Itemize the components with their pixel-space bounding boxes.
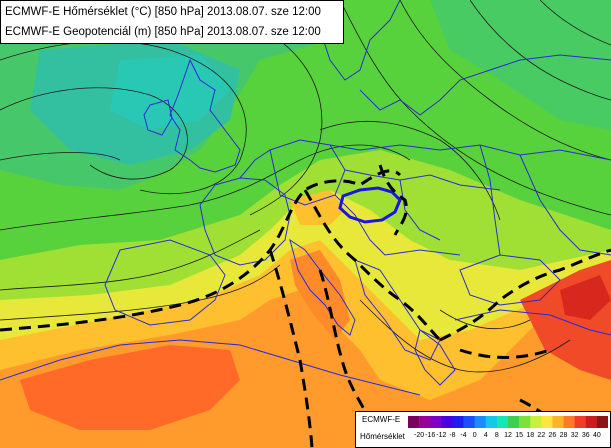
legend-color-swatch xyxy=(552,416,564,428)
legend-color-swatch xyxy=(419,416,431,428)
legend-tick-label: 26 xyxy=(548,432,557,439)
isotherm-line xyxy=(439,248,611,342)
legend-tick-label: -16 xyxy=(425,432,436,439)
border-line xyxy=(439,54,611,101)
isotherm-line xyxy=(303,189,442,342)
contour-line xyxy=(439,309,531,330)
legend-tick-label: 15 xyxy=(515,432,524,439)
legend-color-bar xyxy=(408,416,608,428)
legend-color-swatch xyxy=(452,416,464,428)
legend-tick-label: 32 xyxy=(570,432,579,439)
legend-tick-label: 36 xyxy=(581,432,590,439)
temperature-warm-alps xyxy=(290,190,345,225)
coastline-iberia xyxy=(104,239,226,326)
legend-tick-label: 12 xyxy=(504,432,512,439)
legend-tick-label: 22 xyxy=(537,432,546,439)
border-line xyxy=(344,169,501,191)
contour-line xyxy=(339,0,611,216)
contour-line xyxy=(359,299,571,373)
contour-line xyxy=(469,0,611,101)
border-line xyxy=(239,149,271,179)
contour-line xyxy=(539,0,611,46)
title-box: ECMWF-E Hőmérséklet (°C) [850 hPa] 2013.… xyxy=(0,0,344,44)
legend-tick-label: -12 xyxy=(436,432,447,439)
isotherm-line xyxy=(378,164,408,236)
legend-color-swatch xyxy=(474,416,487,428)
contour-line xyxy=(319,120,501,221)
geopotential-contours xyxy=(0,0,611,373)
border-line xyxy=(519,154,611,256)
legend-tick-label: -4 xyxy=(460,432,467,439)
coastline-italy xyxy=(289,238,356,336)
legend-tick-label: 0 xyxy=(472,432,477,439)
legend-color-swatch xyxy=(563,416,575,428)
coastline-black-sea xyxy=(459,254,561,306)
coastline-turkey xyxy=(454,309,611,336)
isotherm-line xyxy=(0,169,402,332)
title-temperature: ECMWF-E Hőmérséklet (°C) [850 hPa] 2013.… xyxy=(5,6,321,18)
legend-color-swatch xyxy=(585,416,598,428)
legend-color-swatch xyxy=(530,416,542,428)
border-line xyxy=(334,194,461,256)
coastline-north-africa xyxy=(0,339,421,396)
coastline-baltic xyxy=(359,89,441,116)
coastline-germany xyxy=(269,139,346,206)
border-line xyxy=(329,144,611,161)
highlighted-country-hungary xyxy=(338,186,402,224)
legend-color-swatch xyxy=(508,416,520,428)
legend-color-swatch xyxy=(519,416,531,428)
title-geopotential: ECMWF-E Geopotenciál (m) [850 hPa] 2013.… xyxy=(5,26,321,38)
contour-line xyxy=(0,229,261,291)
coastline-balkans xyxy=(354,259,441,361)
contour-line xyxy=(0,152,121,161)
legend-color-swatch xyxy=(408,416,420,428)
legend-model-label: ECMWF-E xyxy=(362,415,401,424)
color-legend: ECMWF-E Hőmérséklet -20 -16 -12 -8 -4 0 4 8 12 15… xyxy=(355,411,611,448)
legend-tick-label: -8 xyxy=(449,432,456,439)
legend-tick-label: -20 xyxy=(414,432,425,439)
temperature-hot-spot-east xyxy=(560,275,611,320)
legend-color-swatch xyxy=(574,416,587,428)
legend-color-swatch xyxy=(541,416,553,428)
legend-color-swatch xyxy=(596,416,608,428)
legend-color-swatch xyxy=(496,416,509,428)
temperature-cold-core-2 xyxy=(110,55,230,130)
contour-line xyxy=(399,0,611,161)
legend-tick-label: 18 xyxy=(526,432,535,439)
legend-tick-label: 28 xyxy=(559,432,568,439)
temperature-warm-italy xyxy=(290,250,350,340)
legend-tick-label: 8 xyxy=(494,432,499,439)
legend-variable-label: Hőmérséklet xyxy=(360,432,405,441)
legend-color-swatch xyxy=(463,416,475,428)
country-borders xyxy=(0,0,611,396)
border-line xyxy=(399,179,441,241)
legend-ticks: -20 -16 -12 -8 -4 0 4 8 12 15 18 22 26 28 32 36 40 xyxy=(408,432,608,444)
contour-line xyxy=(0,144,411,231)
temperature-cool-area-ne xyxy=(430,0,611,130)
legend-color-swatch xyxy=(441,416,453,428)
isotherm-line xyxy=(459,348,551,359)
contour-line xyxy=(0,264,281,321)
legend-color-swatch xyxy=(430,416,442,428)
legend-tick-label: 40 xyxy=(592,432,601,439)
coastline-uk xyxy=(169,58,241,173)
temperature-hot-core-africa xyxy=(20,345,240,430)
border-line xyxy=(479,144,501,256)
coastline-ireland xyxy=(143,99,173,136)
isotherm-line xyxy=(268,249,314,448)
legend-tick-label: 4 xyxy=(483,432,488,439)
legend-color-swatch xyxy=(485,416,498,428)
coastline-greece xyxy=(414,329,456,386)
coastline-france xyxy=(199,177,291,266)
contour-line xyxy=(0,87,188,180)
